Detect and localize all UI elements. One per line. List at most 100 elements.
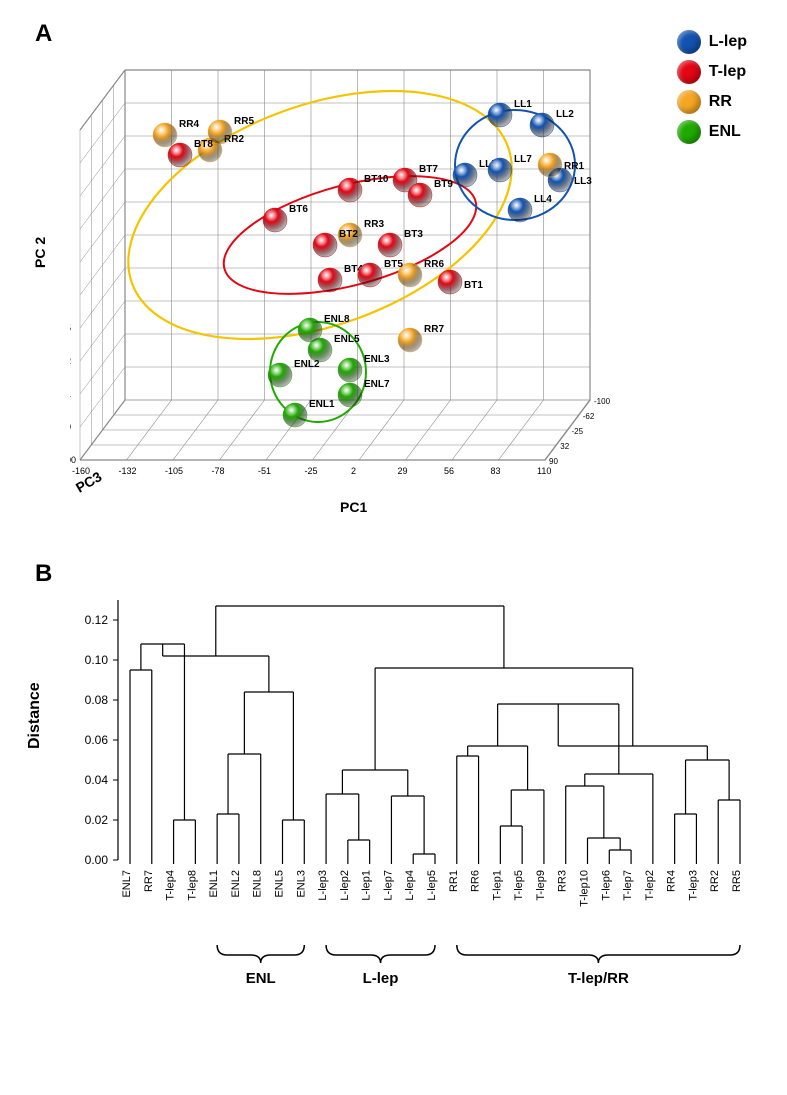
svg-text:83: 83 (491, 466, 501, 476)
panel-b: B Distance 0.000.020.040.060.080.100.12E… (20, 560, 767, 1060)
dendro-leaf-label: ENL8 (252, 870, 264, 898)
dendro-y-label: Distance (26, 682, 44, 749)
pca-3d-plot: -160-132-105-78-51-2522956831109032-25-6… (70, 40, 630, 490)
svg-text:90: 90 (549, 457, 558, 466)
legend-label: RR (709, 93, 732, 111)
dendrogram: 0.000.020.040.060.080.100.12ENL7RR7T-lep… (80, 590, 760, 1050)
dendro-leaf-label: T-lep6 (600, 870, 612, 901)
panel-b-label: B (35, 560, 52, 588)
svg-text:110: 110 (537, 466, 551, 476)
legend: L-lep T-lep RR ENL (677, 30, 747, 150)
svg-text:0.08: 0.08 (85, 693, 109, 707)
point-label: BT3 (404, 229, 423, 240)
svg-text:-100: -100 (594, 397, 611, 406)
point-label: BT5 (384, 259, 403, 270)
cluster-label: L-lep (363, 970, 399, 987)
point-label: LL7 (514, 154, 532, 165)
point-label: BT2 (339, 229, 358, 240)
point-label: RR4 (179, 119, 199, 130)
panel-a-label: A (35, 20, 52, 48)
dendro-leaf-label: L-lep2 (339, 870, 351, 901)
dendro-leaf-label: L-lep4 (404, 870, 416, 901)
svg-text:56: 56 (444, 466, 454, 476)
dendro-leaf-label: RR4 (666, 870, 678, 892)
legend-swatch (677, 90, 701, 114)
point-label: BT9 (434, 179, 453, 190)
legend-item: T-lep (677, 60, 747, 84)
panel-a: A L-lepT-lepRRENL -160-132-105-78-51-252… (20, 20, 767, 520)
dendro-leaf-label: L-lep7 (382, 870, 394, 901)
svg-text:32: 32 (560, 442, 569, 451)
dendro-leaf-label: ENL2 (230, 870, 242, 898)
dendro-leaf-label: RR6 (470, 870, 482, 892)
dendro-leaf-label: RR1 (448, 870, 460, 892)
point-label: RR1 (564, 161, 584, 172)
point-label: ENL8 (324, 314, 350, 325)
point-label: LL2 (556, 109, 574, 120)
svg-text:-42: -42 (70, 356, 71, 366)
dendro-leaf-label: RR5 (731, 870, 743, 892)
point-label: ENL1 (309, 399, 335, 410)
point-label: ENL5 (334, 334, 360, 345)
svg-text:-25: -25 (70, 323, 71, 333)
point-label: RR7 (424, 324, 444, 335)
dendro-leaf-label: T-lep9 (535, 870, 547, 901)
legend-label: L-lep (709, 33, 747, 51)
dendro-leaf-label: L-lep5 (426, 870, 438, 901)
dendro-leaf-label: ENL5 (274, 870, 286, 898)
svg-text:-105: -105 (165, 466, 183, 476)
dendro-leaf-label: T-lep7 (622, 870, 634, 901)
svg-text:29: 29 (398, 466, 408, 476)
axis-label-pc1: PC1 (340, 499, 367, 515)
legend-label: T-lep (709, 63, 746, 81)
dendro-leaf-label: T-lep3 (687, 870, 699, 901)
dendro-leaf-label: T-lep1 (491, 870, 503, 901)
svg-text:-132: -132 (119, 466, 137, 476)
point-label: BT1 (464, 280, 483, 291)
dendro-leaf-label: L-lep1 (361, 870, 373, 901)
dendro-leaf-label: T-lep5 (513, 870, 525, 901)
legend-swatch (677, 30, 701, 54)
svg-text:0.10: 0.10 (85, 653, 109, 667)
cluster-label: ENL (246, 970, 276, 987)
point-label: BT8 (194, 139, 213, 150)
svg-text:-61: -61 (70, 389, 71, 399)
dendro-leaf-label: RR3 (557, 870, 569, 892)
dendro-leaf-label: T-lep10 (579, 870, 591, 907)
point-label: RR5 (234, 116, 254, 127)
svg-text:0.02: 0.02 (85, 813, 109, 827)
svg-text:-80: -80 (70, 422, 71, 432)
point-label: ENL7 (364, 379, 390, 390)
legend-item: RR (677, 90, 747, 114)
svg-text:-78: -78 (212, 466, 225, 476)
svg-text:0.12: 0.12 (85, 613, 109, 627)
point-label: LL3 (574, 176, 592, 187)
svg-text:0.00: 0.00 (85, 853, 109, 867)
legend-swatch (677, 120, 701, 144)
svg-text:-51: -51 (258, 466, 271, 476)
legend-item: L-lep (677, 30, 747, 54)
dendro-leaf-label: T-lep8 (186, 870, 198, 901)
svg-text:-25: -25 (572, 427, 584, 436)
point-label: BT10 (364, 174, 389, 185)
point-label: RR6 (424, 259, 444, 270)
svg-text:2: 2 (351, 466, 356, 476)
dendro-leaf-label: RR7 (143, 870, 155, 892)
dendro-leaf-label: T-lep4 (165, 870, 177, 901)
cluster-label: T-lep/RR (568, 970, 629, 987)
point-label: LL1 (514, 99, 532, 110)
legend-swatch (677, 60, 701, 84)
axis-label-pc2: PC 2 (32, 237, 48, 268)
dendro-leaf-label: ENL7 (121, 870, 133, 898)
point-label: LL4 (534, 194, 552, 205)
legend-item: ENL (677, 120, 747, 144)
legend-label: ENL (709, 123, 741, 141)
point-label: ENL3 (364, 354, 390, 365)
dendro-leaf-label: ENL1 (208, 870, 220, 898)
dendro-leaf-label: ENL3 (295, 870, 307, 898)
svg-text:-100: -100 (70, 455, 76, 465)
svg-text:0.04: 0.04 (85, 773, 109, 787)
svg-text:-25: -25 (305, 466, 318, 476)
point-label: BT7 (419, 164, 438, 175)
dendro-leaf-label: T-lep2 (644, 870, 656, 901)
